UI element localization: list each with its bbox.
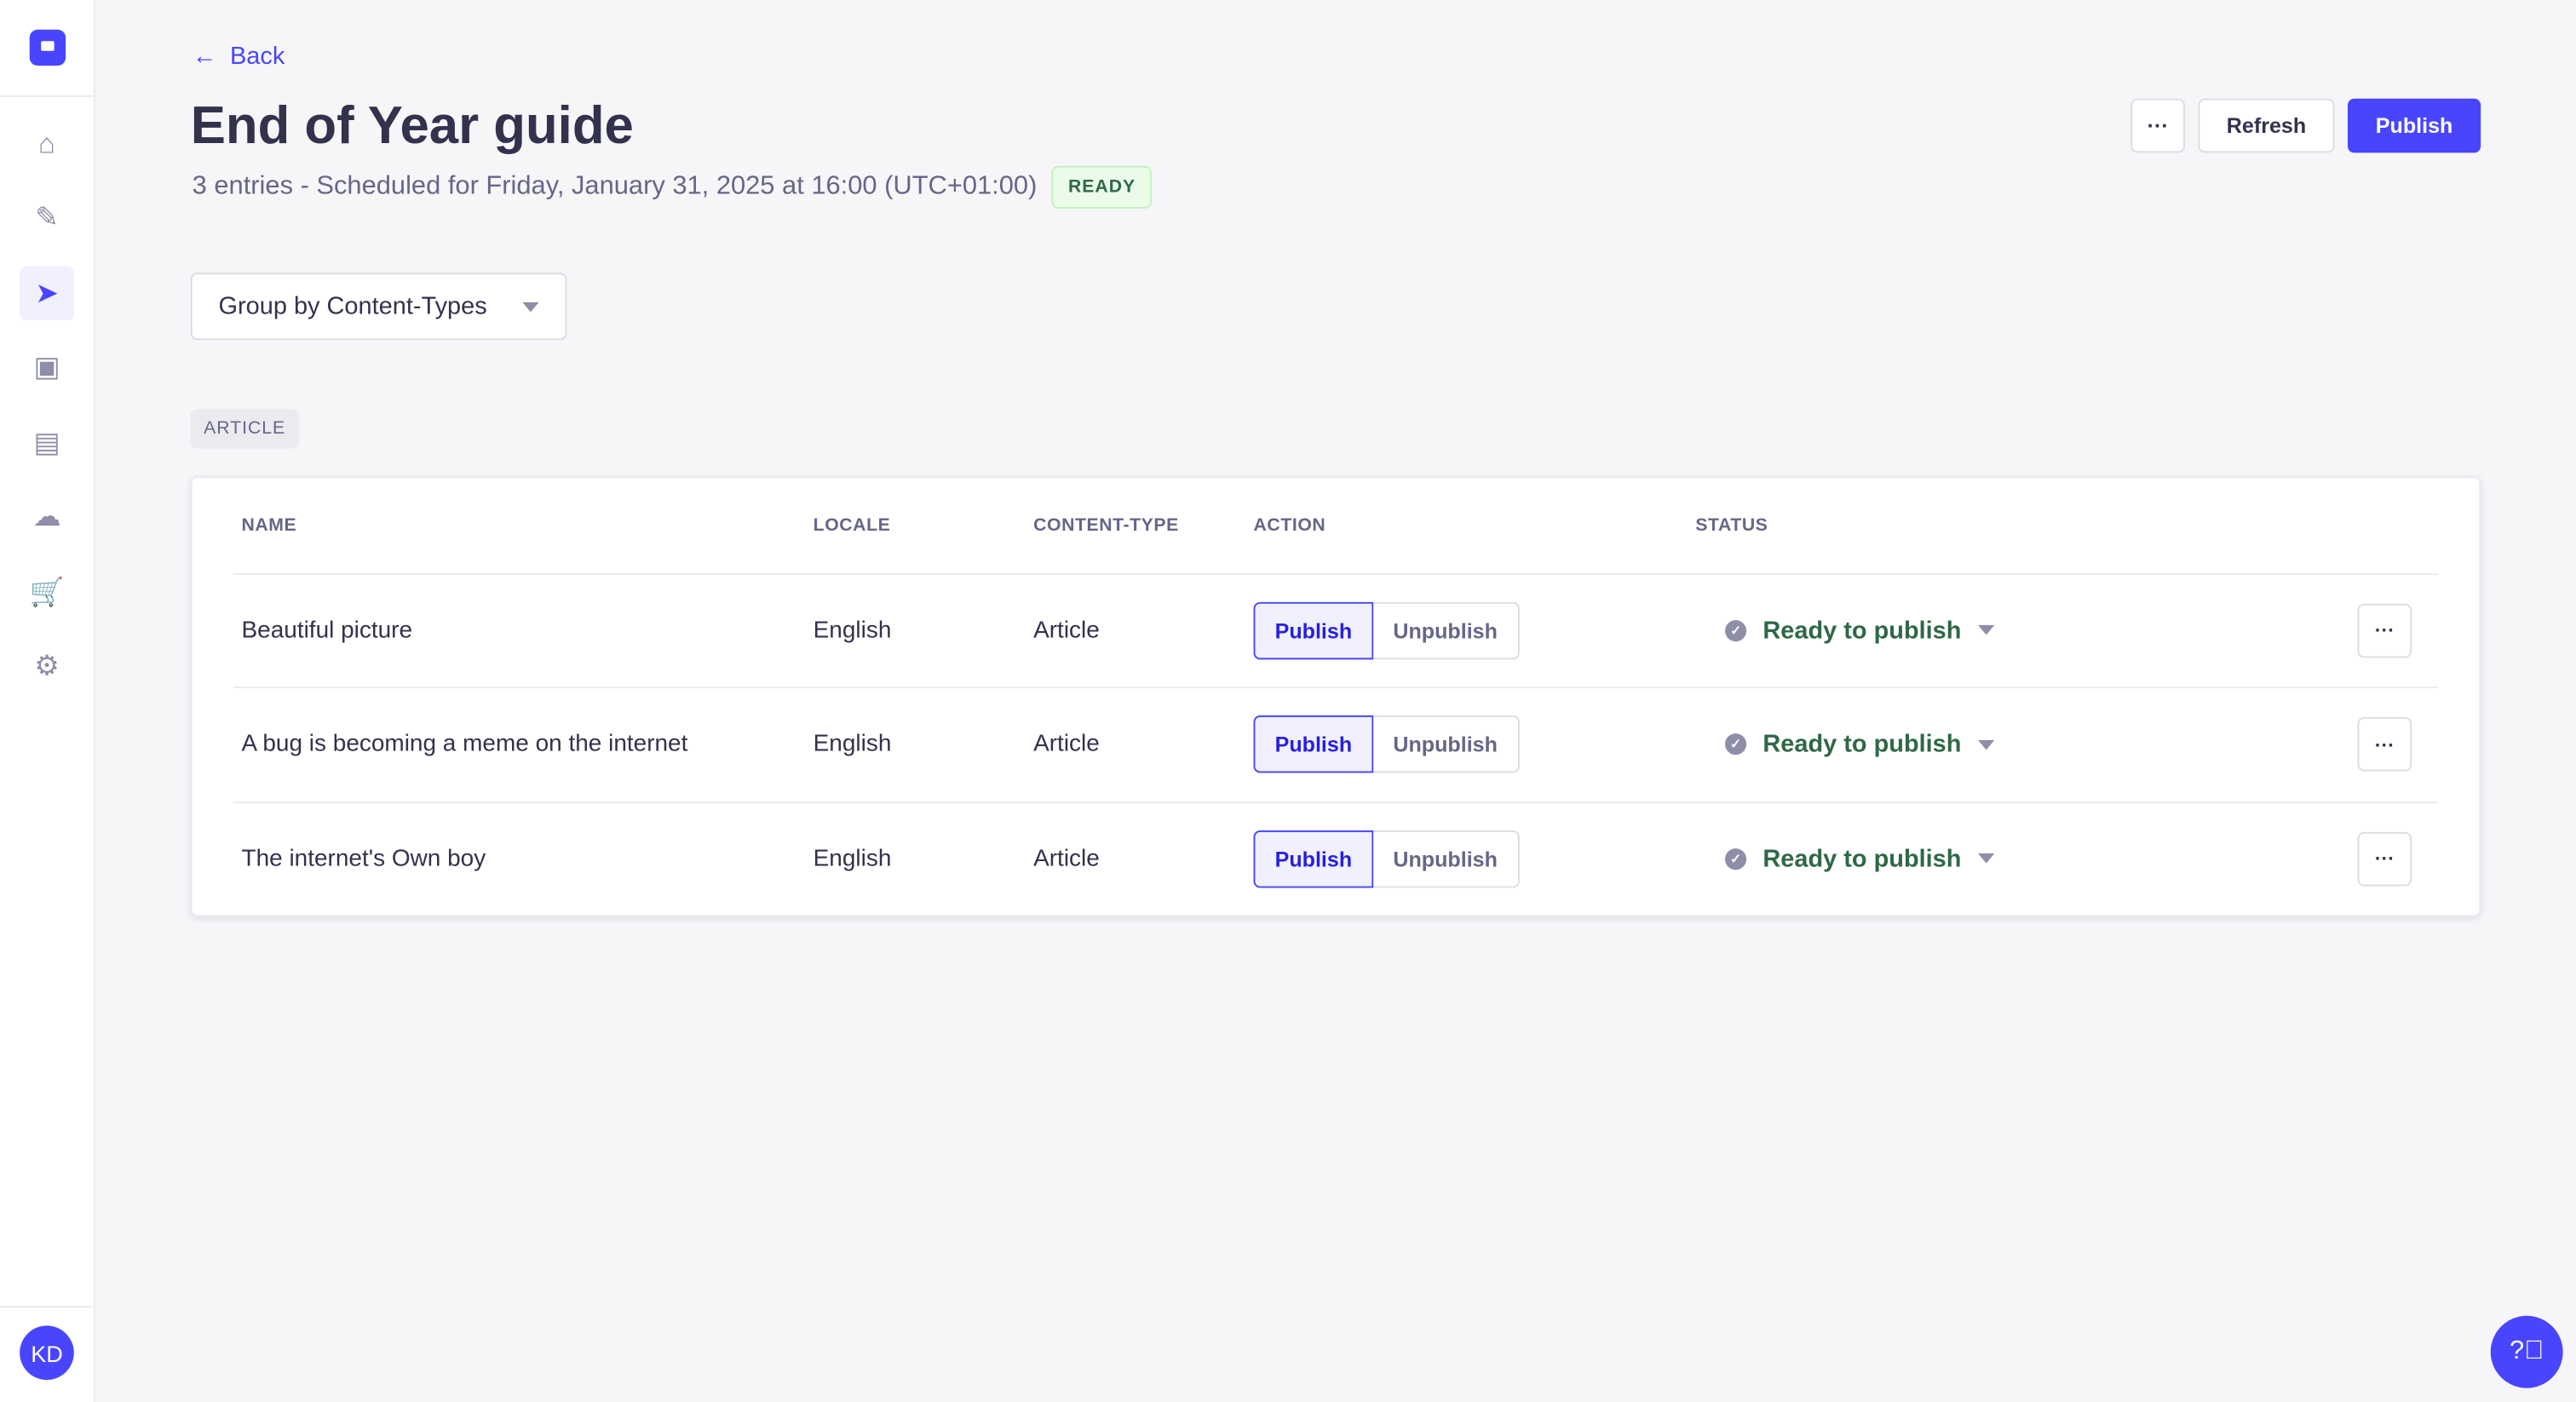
row-more-button[interactable]: ··· (2357, 602, 2412, 658)
entry-status[interactable]: ✓ Ready to publish (1725, 616, 1995, 645)
action-toggle: Publish Unpublish (1253, 829, 1519, 888)
check-circle-icon: ✓ (1725, 619, 1747, 641)
column-header-content-type: CONTENT-TYPE (1033, 515, 1179, 536)
refresh-button[interactable]: Refresh (2198, 98, 2335, 153)
status-label: Ready to publish (1762, 844, 1962, 873)
publish-toggle[interactable]: Publish (1253, 715, 1374, 773)
status-label: Ready to publish (1762, 730, 1962, 759)
sidebar: ⌂ ✎ ➤ ▣ ▤ ☁ 🛒 ⚙ KD (0, 0, 95, 1402)
entry-content-type: Article (1033, 617, 1100, 644)
back-link[interactable]: ← Back (193, 43, 285, 71)
cart-icon: 🛒 (29, 575, 65, 607)
publish-toggle[interactable]: Publish (1253, 600, 1374, 659)
group-by-select[interactable]: Group by Content-Types (190, 273, 567, 341)
sidebar-item-releases[interactable]: ➤ (20, 266, 74, 321)
arrow-left-icon: ← (192, 43, 217, 71)
entry-locale: English (813, 845, 892, 872)
gear-icon: ⚙ (34, 650, 60, 682)
question-icon: ?⃝ (2510, 1336, 2544, 1365)
help-button[interactable]: ?⃝ (2490, 1315, 2563, 1388)
images-icon: ▣ (33, 351, 60, 383)
chevron-down-icon (1977, 738, 1995, 750)
action-toggle: Publish Unpublish (1253, 715, 1519, 773)
table-row: The internet's Own boy English Article P… (233, 802, 2438, 915)
row-more-button[interactable]: ··· (2357, 716, 2412, 772)
back-label: Back (230, 43, 285, 71)
column-header-status: STATUS (1695, 515, 1768, 536)
action-toggle: Publish Unpublish (1253, 600, 1519, 659)
page-title: End of Year guide (190, 95, 634, 155)
entry-status[interactable]: ✓ Ready to publish (1725, 844, 1995, 873)
sidebar-item-marketplace[interactable]: 🛒 (20, 565, 74, 619)
column-header-action: ACTION (1253, 515, 1326, 536)
table-row: A bug is becoming a meme on the internet… (233, 687, 2439, 803)
sidebar-item-media-library[interactable]: ▣ (20, 341, 74, 395)
more-actions-button[interactable]: ··· (2130, 98, 2186, 153)
group-tag: ARTICLE (190, 409, 299, 449)
entries-table: NAME LOCALE CONTENT-TYPE ACTION STATUS B… (190, 476, 2481, 917)
chevron-down-icon (522, 301, 539, 312)
entry-status[interactable]: ✓ Ready to publish (1725, 730, 1995, 759)
entry-name: A bug is becoming a meme on the internet (241, 731, 688, 758)
avatar[interactable]: KD (20, 1325, 74, 1381)
chevron-down-icon (1977, 853, 1995, 864)
table-row: Beautiful picture English Article Publis… (233, 573, 2439, 689)
divider (0, 1306, 94, 1308)
entry-content-type: Article (1033, 845, 1100, 872)
page-subtitle: 3 entries - Scheduled for Friday, Januar… (192, 165, 1153, 209)
cloud-icon: ☁ (32, 501, 61, 532)
unpublish-toggle[interactable]: Unpublish (1373, 829, 1519, 888)
entry-locale: English (813, 731, 892, 758)
sidebar-item-home[interactable]: ⌂ (20, 117, 74, 171)
column-header-name: NAME (241, 515, 297, 536)
entry-name: Beautiful picture (241, 617, 413, 644)
sidebar-item-content-manager[interactable]: ✎ (20, 192, 74, 246)
entry-locale: English (813, 617, 892, 644)
unpublish-toggle[interactable]: Unpublish (1373, 600, 1519, 659)
chevron-down-icon (1977, 624, 1995, 635)
status-badge: READY (1051, 165, 1153, 209)
paper-plane-icon: ➤ (35, 276, 59, 308)
check-circle-icon: ✓ (1725, 848, 1747, 870)
column-header-locale: LOCALE (813, 515, 891, 536)
row-more-button[interactable]: ··· (2357, 830, 2412, 886)
entry-name: The internet's Own boy (241, 845, 486, 872)
status-label: Ready to publish (1762, 616, 1962, 645)
logo[interactable] (29, 29, 66, 66)
sidebar-item-content-type-builder[interactable]: ▤ (20, 416, 74, 470)
home-icon: ⌂ (38, 127, 55, 159)
feather-icon: ✎ (35, 202, 59, 233)
sidebar-item-settings[interactable]: ⚙ (20, 640, 74, 694)
check-circle-icon: ✓ (1725, 733, 1747, 756)
layout-icon: ▤ (33, 426, 60, 458)
divider (0, 95, 94, 97)
table-header: NAME LOCALE CONTENT-TYPE ACTION STATUS (233, 478, 2439, 576)
schedule-text: 3 entries - Scheduled for Friday, Januar… (192, 172, 1038, 201)
unpublish-toggle[interactable]: Unpublish (1373, 715, 1519, 773)
sidebar-item-cloud[interactable]: ☁ (20, 491, 74, 545)
publish-button[interactable]: Publish (2347, 98, 2481, 153)
entry-content-type: Article (1033, 731, 1100, 758)
publish-toggle[interactable]: Publish (1253, 829, 1374, 888)
group-by-value: Group by Content-Types (218, 292, 487, 321)
